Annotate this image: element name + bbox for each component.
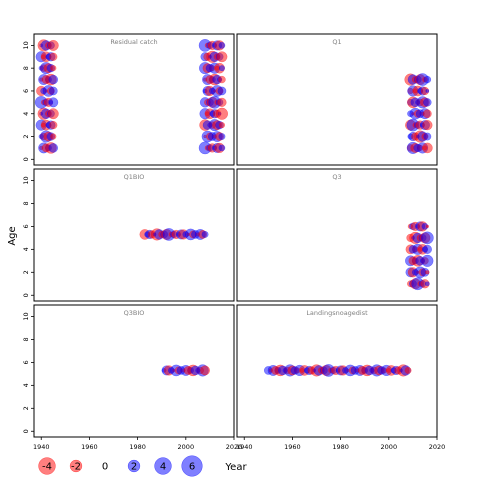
y-tick-label: 8 bbox=[22, 66, 30, 70]
y-tick-label: 0 bbox=[22, 293, 30, 297]
panel-5: Landingsnoagedist bbox=[236, 304, 438, 438]
y-tick-label: 10 bbox=[22, 176, 30, 184]
panel-title: Landingsnoagedist bbox=[306, 309, 368, 317]
x-tick-label: 1940 bbox=[33, 443, 50, 451]
y-tick-label: 4 bbox=[22, 383, 30, 387]
bubble-point bbox=[48, 74, 58, 85]
y-axis-label: Age bbox=[7, 226, 18, 245]
bubble-point bbox=[200, 365, 210, 376]
bubble-point bbox=[425, 281, 430, 286]
x-axis-label: Year bbox=[224, 462, 247, 473]
bubble-point bbox=[50, 133, 57, 140]
bubble-point bbox=[218, 75, 226, 84]
legend-bubble bbox=[69, 459, 83, 473]
x-tick-label: 1980 bbox=[332, 443, 349, 451]
bubble-point bbox=[48, 97, 59, 108]
bubble-point bbox=[50, 65, 57, 72]
bubble-point bbox=[218, 122, 225, 129]
legend-bubble bbox=[127, 459, 141, 473]
y-tick-label: 8 bbox=[22, 337, 30, 341]
bubble-point bbox=[216, 51, 228, 63]
bubble-point bbox=[217, 97, 227, 107]
y-tick-label: 6 bbox=[22, 89, 30, 93]
bubble-point bbox=[423, 75, 432, 84]
x-tick-label: 2000 bbox=[381, 443, 398, 451]
y-tick-label: 0 bbox=[22, 429, 30, 433]
legend-bubble bbox=[154, 457, 172, 475]
x-tick-label: 2020 bbox=[429, 443, 446, 451]
bubble-point bbox=[48, 86, 58, 96]
legend-label: 6 bbox=[189, 462, 195, 473]
x-tick-label: 1960 bbox=[81, 443, 98, 451]
legend-label: -2 bbox=[71, 462, 81, 473]
bubble-point bbox=[49, 121, 58, 130]
panel-title: Q3BIO bbox=[124, 309, 145, 317]
panel-frame bbox=[236, 33, 438, 166]
bubble-point bbox=[201, 231, 209, 238]
y-tick-label: 6 bbox=[22, 224, 30, 228]
legend-bubble bbox=[38, 457, 56, 475]
bubble-point bbox=[422, 244, 432, 254]
bubble-point bbox=[49, 52, 58, 61]
bubble-point bbox=[215, 107, 228, 120]
x-tick-label: 2000 bbox=[178, 443, 195, 451]
legend-label: -4 bbox=[42, 462, 52, 473]
bubble-point bbox=[47, 39, 59, 51]
bubble-point bbox=[422, 142, 433, 154]
panel-title: Q1BIO bbox=[124, 173, 145, 181]
panel-title: Residual catch bbox=[110, 38, 157, 46]
bubble-point bbox=[422, 120, 433, 131]
bubble-point bbox=[219, 65, 225, 72]
bubble-point bbox=[47, 108, 59, 120]
panel-0: Residual catch bbox=[33, 33, 235, 166]
panel-2: Q1BIO bbox=[33, 168, 235, 302]
legend-label: 4 bbox=[160, 462, 166, 473]
panel-1: Q1 bbox=[236, 33, 438, 166]
panel-4: Q3BIO bbox=[33, 304, 235, 438]
y-tick-label: 0 bbox=[22, 157, 30, 161]
bubble-point bbox=[423, 109, 432, 119]
y-tick-label: 6 bbox=[22, 360, 30, 364]
bubble-point bbox=[218, 144, 226, 152]
bubble-point bbox=[421, 254, 434, 267]
x-tick-label: 1960 bbox=[284, 443, 301, 451]
x-tick-label: 2020 bbox=[226, 443, 243, 451]
panel-frame bbox=[236, 168, 438, 302]
y-tick-label: 4 bbox=[22, 247, 30, 251]
y-tick-label: 2 bbox=[22, 270, 30, 274]
bubble-point bbox=[423, 98, 432, 107]
legend-label: 2 bbox=[131, 462, 137, 473]
legend-bubble bbox=[181, 455, 203, 477]
panel-title: Q1 bbox=[332, 38, 341, 46]
y-tick-label: 4 bbox=[22, 112, 30, 116]
bubble-point bbox=[48, 143, 58, 153]
legend-label: 0 bbox=[102, 462, 108, 473]
bubble-point bbox=[218, 42, 226, 49]
y-tick-label: 10 bbox=[22, 312, 30, 320]
panel-3: Q3 bbox=[236, 168, 438, 302]
bubble-point bbox=[421, 231, 434, 245]
bubble-point bbox=[423, 132, 432, 141]
y-tick-label: 2 bbox=[22, 134, 30, 138]
x-tick-label: 1980 bbox=[129, 443, 146, 451]
x-tick-label: 1940 bbox=[236, 443, 253, 451]
bubble-point bbox=[404, 367, 412, 374]
bubble-point bbox=[218, 133, 226, 140]
y-tick-label: 10 bbox=[22, 41, 30, 49]
bubble-point bbox=[217, 86, 227, 96]
panel-title: Q3 bbox=[332, 173, 341, 181]
bubble-point bbox=[425, 89, 430, 93]
y-tick-label: 8 bbox=[22, 201, 30, 205]
bubble-point bbox=[425, 270, 430, 275]
y-tick-label: 2 bbox=[22, 406, 30, 410]
bubble-point bbox=[425, 224, 429, 229]
